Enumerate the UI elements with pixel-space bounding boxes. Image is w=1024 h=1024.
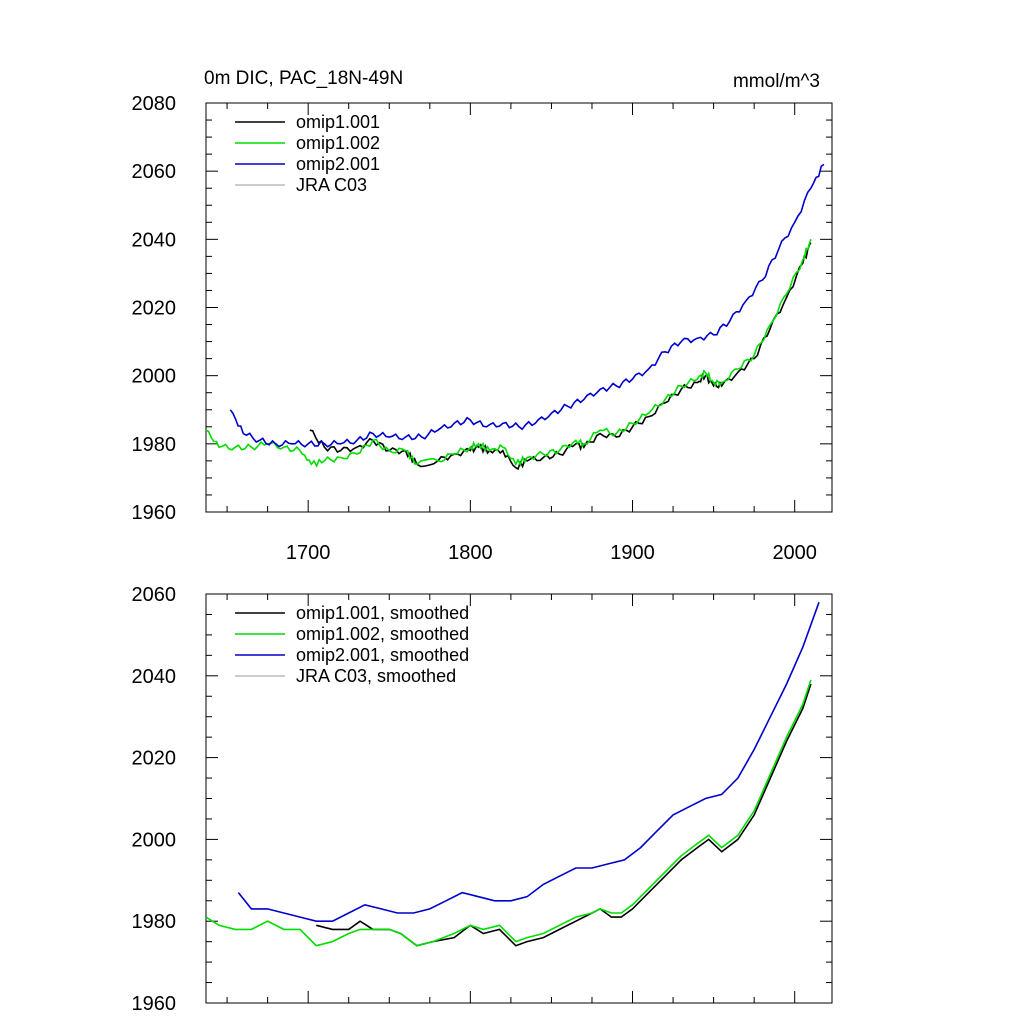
panel1-legend-label-1: omip1.002 xyxy=(296,133,380,153)
panel2-y-tick-label: 2060 xyxy=(132,584,177,606)
panel1-legend-label-0: omip1.001 xyxy=(296,112,380,132)
panel1-y-tick-label: 1980 xyxy=(132,434,177,456)
panel1-legend-label-2: omip2.001 xyxy=(296,154,380,174)
panel-top: 1960 1980 2000 2020 2040 2060 2080 1700 1800 1900… xyxy=(132,68,833,564)
panel2-series-line-1 xyxy=(206,679,812,947)
panel1-x-tick-label: 1800 xyxy=(448,542,493,564)
panel2-y-tick-label: 1960 xyxy=(132,993,177,1015)
panel-bottom: 1960 1980 2000 2020 2040 2060 omip1.001, smoot… xyxy=(132,584,833,1015)
panel2-legend-label-2: omip2.001, smoothed xyxy=(296,645,469,665)
panel1-x-tick-label: 1700 xyxy=(286,542,331,564)
panel2-y-tick-label: 2020 xyxy=(132,748,177,770)
panel2-y-tick-label: 1980 xyxy=(132,911,177,933)
panel1-x-tick-label: 1900 xyxy=(610,542,655,564)
panel2-y-tick-label: 2040 xyxy=(132,666,177,688)
panel1-series-line-1 xyxy=(206,239,812,468)
panel2-legend-label-0: omip1.001, smoothed xyxy=(296,603,469,623)
panel2-series-line-0 xyxy=(316,683,812,947)
panel2-series-line-2 xyxy=(237,601,820,922)
panel2-legend-label-1: omip1.002, smoothed xyxy=(296,624,469,644)
panel1-legend-label-3: JRA C03 xyxy=(296,175,367,195)
panel1-y-tick-label: 2080 xyxy=(132,93,177,115)
panel1-x-tick-label: 2000 xyxy=(772,542,817,564)
panel1-y-tick-label: 1960 xyxy=(132,502,177,524)
panel2-y-tick-label: 2000 xyxy=(132,829,177,851)
panel1-y-tick-label: 2040 xyxy=(132,229,177,251)
chart-title: 0m DIC, PAC_18N-49N xyxy=(204,68,403,89)
units-label: mmol/m^3 xyxy=(733,71,820,92)
panel1-y-tick-label: 2020 xyxy=(132,298,177,320)
panel1-y-tick-label: 2060 xyxy=(132,161,177,183)
panel1-series-line-2 xyxy=(229,163,825,448)
panel1-y-tick-label: 2000 xyxy=(132,366,177,388)
panel2-legend-label-3: JRA C03, smoothed xyxy=(296,666,456,686)
